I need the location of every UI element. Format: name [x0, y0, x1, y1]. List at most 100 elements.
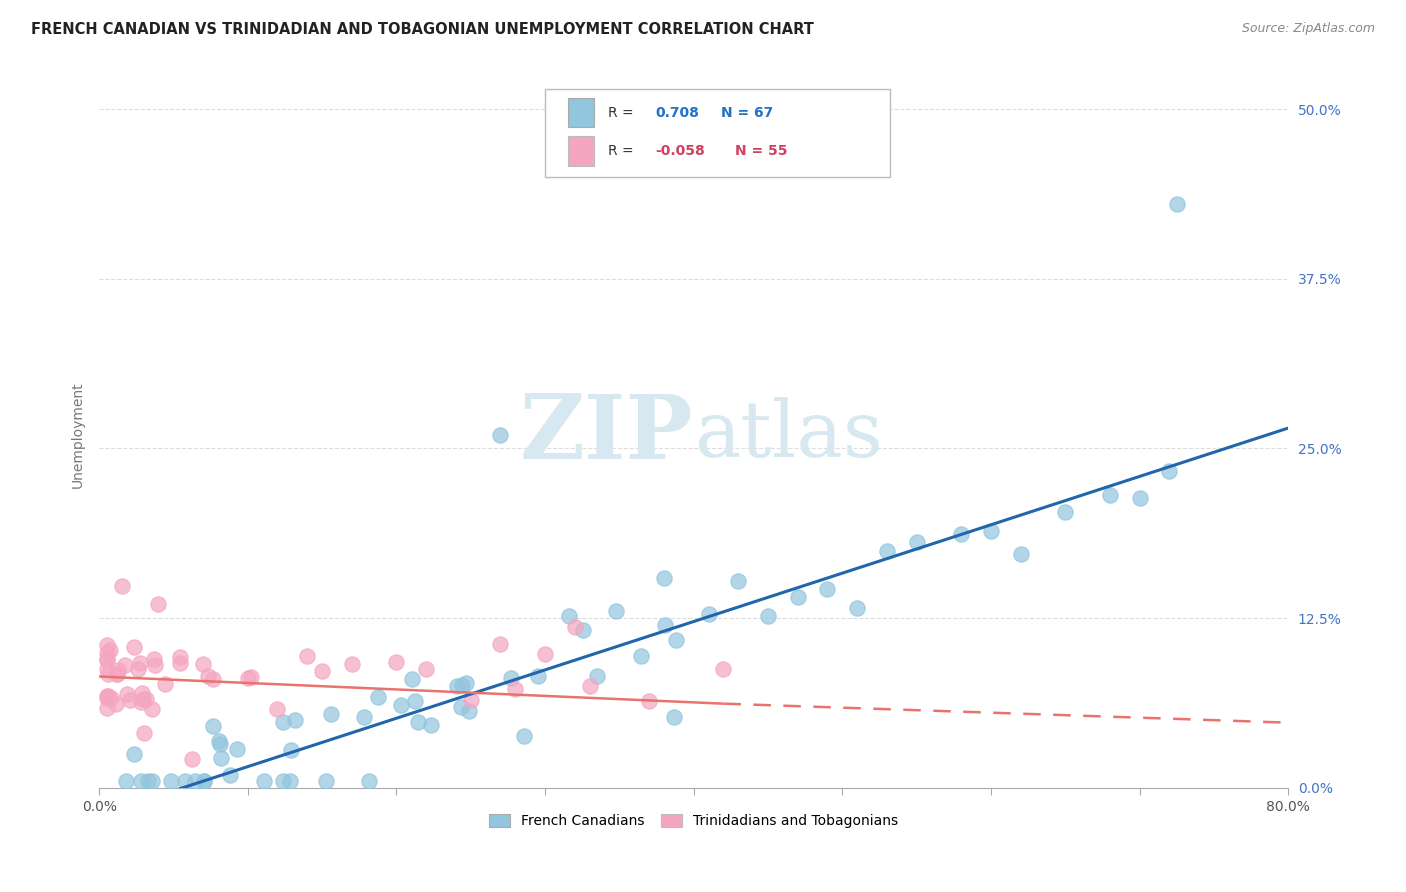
Point — [401, 672, 423, 686]
Point — [654, 618, 676, 632]
Point — [457, 704, 479, 718]
Text: atlas: atlas — [693, 397, 883, 473]
Text: 0.708: 0.708 — [655, 105, 700, 120]
Point — [404, 694, 426, 708]
Point — [284, 713, 307, 727]
Point — [727, 574, 749, 588]
Point — [389, 698, 412, 712]
Text: N = 55: N = 55 — [735, 144, 787, 158]
Text: Source: ZipAtlas.com: Source: ZipAtlas.com — [1241, 22, 1375, 36]
Point — [571, 623, 593, 637]
Point — [169, 656, 191, 670]
Point — [96, 662, 118, 676]
Point — [132, 726, 155, 740]
Point — [98, 643, 121, 657]
Point — [209, 751, 232, 765]
Point — [273, 774, 295, 789]
Point — [97, 667, 120, 681]
Point — [96, 653, 118, 667]
Point — [132, 692, 155, 706]
Point — [489, 637, 512, 651]
Point — [208, 734, 231, 748]
Point — [505, 682, 527, 697]
Point — [359, 774, 381, 789]
Bar — [568, 98, 593, 128]
Point — [129, 774, 152, 789]
Y-axis label: Unemployment: Unemployment — [72, 382, 86, 488]
Point — [558, 609, 581, 624]
Point — [786, 590, 808, 604]
Point — [105, 667, 128, 681]
Text: R =: R = — [607, 144, 638, 158]
Point — [226, 742, 249, 756]
Point — [115, 774, 138, 789]
Point — [141, 774, 163, 789]
Point — [271, 715, 294, 730]
Point — [105, 666, 128, 681]
Point — [446, 679, 468, 693]
Point — [253, 774, 276, 789]
Point — [129, 657, 152, 671]
Point — [122, 640, 145, 654]
Point — [127, 662, 149, 676]
Point — [499, 671, 522, 685]
Point — [662, 710, 685, 724]
Point — [236, 671, 259, 685]
FancyBboxPatch shape — [546, 89, 890, 178]
Point — [460, 692, 482, 706]
Point — [585, 669, 607, 683]
Point — [697, 607, 720, 621]
Point — [114, 658, 136, 673]
Point — [950, 527, 973, 541]
Point — [652, 571, 675, 585]
Point — [1166, 197, 1188, 211]
Point — [1159, 464, 1181, 478]
Text: ZIP: ZIP — [520, 392, 693, 478]
Point — [96, 646, 118, 660]
Point — [96, 690, 118, 705]
Point — [367, 690, 389, 704]
Point — [141, 702, 163, 716]
Point — [905, 535, 928, 549]
Point — [239, 669, 262, 683]
Point — [202, 672, 225, 686]
Point — [280, 743, 302, 757]
Point — [353, 710, 375, 724]
Point — [193, 774, 215, 789]
Point — [638, 693, 661, 707]
Point — [527, 669, 550, 683]
Point — [1128, 491, 1150, 506]
Point — [159, 774, 181, 789]
Point — [209, 737, 232, 751]
Point — [201, 719, 224, 733]
Point — [419, 718, 441, 732]
Text: R =: R = — [607, 105, 638, 120]
Point — [578, 679, 600, 693]
Point — [117, 687, 139, 701]
Point — [1054, 505, 1077, 519]
Point — [96, 701, 118, 715]
Point — [564, 620, 586, 634]
Point — [815, 582, 838, 596]
Point — [406, 714, 429, 729]
Point — [1098, 488, 1121, 502]
Point — [218, 768, 240, 782]
Point — [107, 663, 129, 677]
Legend: French Canadians, Trinidadians and Tobagonians: French Canadians, Trinidadians and Tobag… — [484, 808, 904, 834]
Point — [280, 774, 302, 789]
Point — [319, 707, 342, 722]
Point — [876, 543, 898, 558]
Point — [118, 693, 141, 707]
Point — [143, 658, 166, 673]
Point — [630, 649, 652, 664]
Point — [450, 700, 472, 714]
Point — [111, 579, 134, 593]
Point — [534, 647, 557, 661]
Point — [146, 597, 169, 611]
Point — [122, 747, 145, 761]
Point — [1010, 547, 1032, 561]
Point — [266, 702, 288, 716]
Point — [105, 697, 128, 711]
Point — [129, 695, 152, 709]
Point — [713, 662, 735, 676]
